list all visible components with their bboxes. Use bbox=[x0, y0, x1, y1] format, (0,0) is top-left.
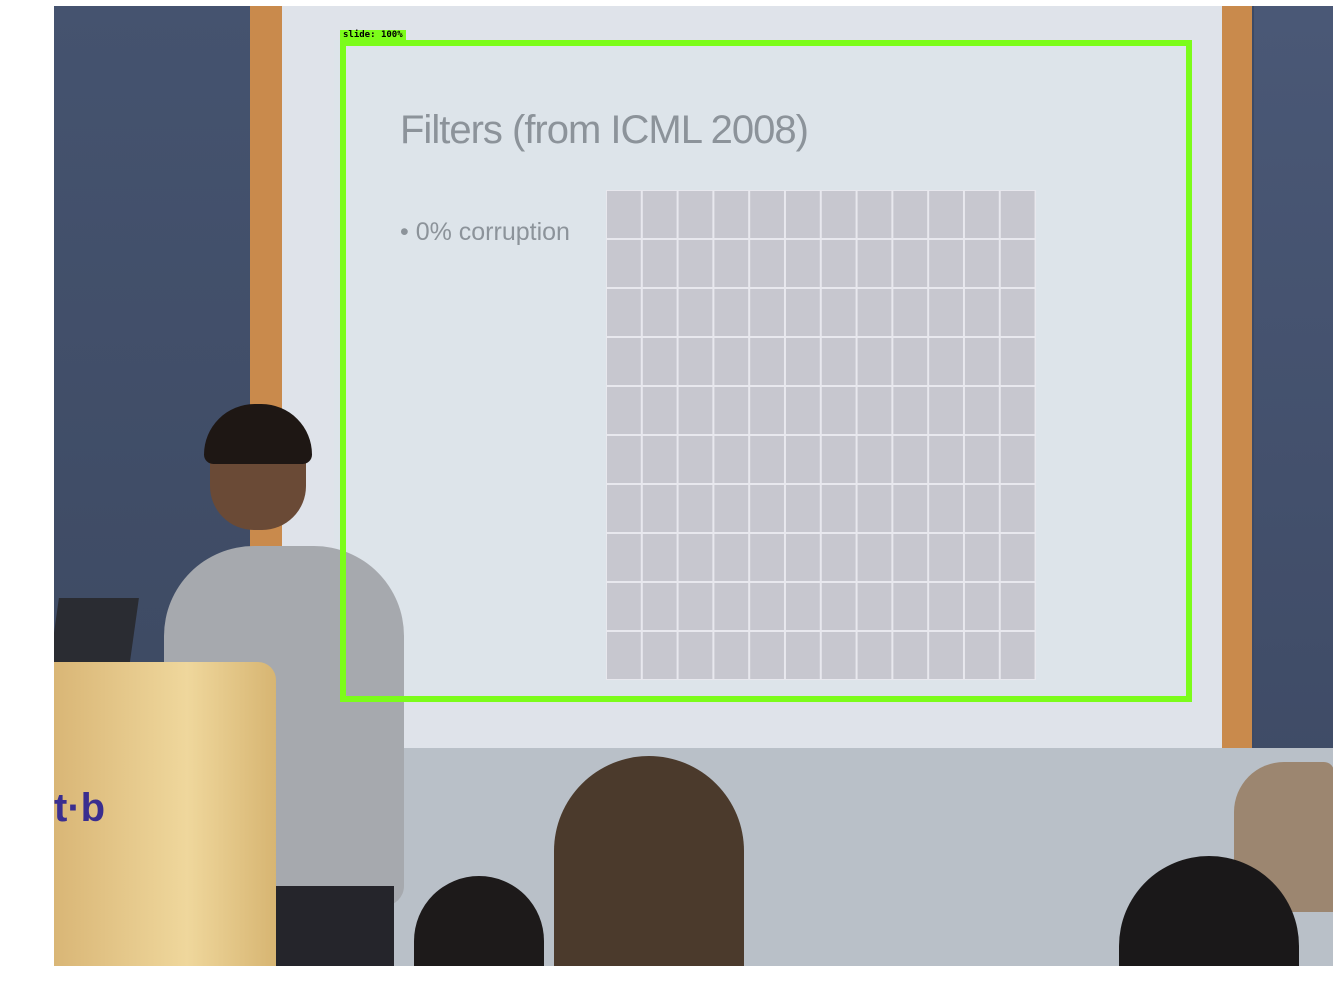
podium bbox=[54, 662, 276, 966]
speaker-legs bbox=[264, 886, 394, 966]
filter-grid-image bbox=[606, 190, 1036, 680]
detection-label: slide: 100% bbox=[340, 30, 406, 40]
detection-class: slide bbox=[343, 30, 371, 40]
audience-member bbox=[554, 756, 744, 966]
laptop bbox=[54, 598, 139, 668]
slide-bullet: • 0% corruption bbox=[400, 218, 570, 246]
lecture-video-frame: Filters (from ICML 2008) • 0% corruption… bbox=[54, 6, 1333, 966]
detection-bounding-box bbox=[340, 40, 1192, 702]
podium-logo: t·b bbox=[54, 786, 106, 830]
slide-title: Filters (from ICML 2008) bbox=[400, 108, 809, 152]
detection-confidence: 100% bbox=[380, 30, 403, 40]
